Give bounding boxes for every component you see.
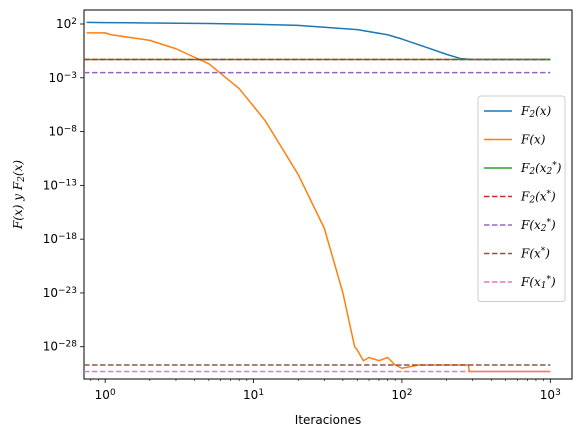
- legend-label: F2(x*): [520, 189, 556, 205]
- tick-layer: 100 101 102 103 102 10−3 10−8 10−13 10−18 10−23 10…: [43, 17, 561, 402]
- x-tick-label: 101: [243, 388, 264, 402]
- y-tick-label: 102: [56, 17, 77, 31]
- y-tick-label: 10−28: [43, 339, 78, 353]
- y-tick-label: 10−13: [43, 178, 77, 192]
- y-axis-label: F(x) y F2(x): [11, 160, 27, 230]
- x-tick-label: 100: [95, 388, 116, 402]
- plot-area: [83, 9, 573, 380]
- series-layer: [84, 21, 551, 373]
- y-tick-label: 10−23: [43, 286, 77, 300]
- legend-box: [477, 95, 566, 302]
- legend-label: F(x*): [520, 246, 550, 260]
- legend-label: F(x2*): [520, 218, 556, 234]
- x-tick-label: 103: [540, 388, 561, 402]
- legend-label: F2(x): [520, 104, 552, 120]
- x-axis-label: Iteraciones: [295, 413, 361, 427]
- y-tick-label: 10−3: [48, 70, 77, 84]
- legend-label: F2(x2*): [520, 161, 562, 177]
- legend-label: F(x1*): [520, 275, 556, 291]
- y-tick-label: 10−8: [48, 124, 77, 138]
- legend: F2(x) F(x) F2(x2*) F2(x*) F(x2*) F(x*) F(x1*): [477, 95, 566, 302]
- series-line-0: [86, 21, 551, 61]
- legend-label: F(x): [520, 133, 546, 147]
- x-tick-label: 102: [391, 388, 412, 402]
- y-tick-label: 10−18: [43, 232, 78, 246]
